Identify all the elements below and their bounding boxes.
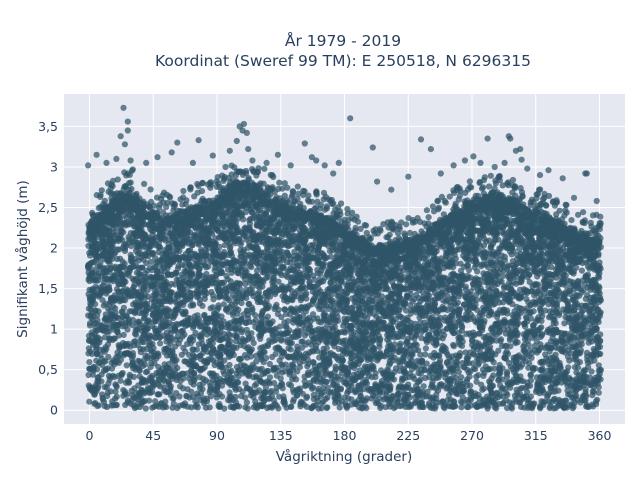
- data-point: [123, 391, 130, 398]
- data-point: [323, 368, 330, 375]
- data-point: [163, 347, 170, 354]
- data-point: [423, 360, 430, 367]
- data-point: [458, 374, 465, 381]
- data-point: [123, 379, 130, 386]
- data-point: [230, 404, 237, 411]
- data-point: [504, 391, 511, 398]
- data-point: [243, 399, 250, 406]
- data-point: [126, 308, 133, 315]
- data-point: [206, 404, 213, 411]
- data-point: [240, 216, 247, 223]
- data-point: [103, 329, 111, 336]
- data-point: [241, 394, 249, 401]
- data-point: [567, 262, 574, 269]
- data-point: [296, 364, 303, 371]
- data-point: [534, 273, 541, 280]
- data-point: [320, 384, 327, 391]
- data-point: [275, 278, 282, 285]
- data-point: [528, 354, 535, 361]
- data-point: [473, 378, 480, 385]
- data-point: [450, 370, 457, 377]
- data-point: [503, 348, 510, 355]
- data-point: [479, 311, 486, 319]
- data-point: [441, 405, 448, 412]
- data-points: [85, 104, 605, 412]
- data-point: [112, 305, 119, 312]
- data-point: [500, 267, 507, 274]
- data-point: [260, 359, 267, 366]
- data-point: [150, 345, 157, 352]
- data-point: [85, 371, 92, 379]
- data-point: [113, 383, 120, 390]
- data-point: [422, 345, 429, 352]
- data-point: [527, 372, 534, 379]
- data-point: [155, 403, 162, 410]
- data-point: [249, 306, 256, 313]
- data-point: [279, 369, 286, 376]
- data-point: [418, 357, 426, 364]
- chart-title-line-2: Koordinat (Sweref 99 TM): E 250518, N 62…: [155, 52, 531, 70]
- data-point: [422, 351, 429, 358]
- data-point: [112, 395, 119, 402]
- data-point: [113, 286, 120, 293]
- data-point: [293, 376, 300, 383]
- data-point: [224, 295, 231, 302]
- data-point: [201, 397, 208, 404]
- data-point: [327, 253, 334, 260]
- data-point: [196, 300, 203, 307]
- data-point: [86, 278, 93, 285]
- data-point: [190, 302, 197, 309]
- data-point: [139, 264, 146, 271]
- data-point: [498, 342, 506, 350]
- data-point: [86, 359, 93, 366]
- data-point: [427, 352, 434, 359]
- chart-title-line-1: År 1979 - 2019: [285, 31, 401, 50]
- data-point: [532, 280, 539, 287]
- data-point: [148, 274, 156, 281]
- data-point: [266, 374, 274, 381]
- data-point: [245, 300, 253, 307]
- data-point: [208, 288, 215, 296]
- data-point: [525, 342, 532, 349]
- data-point: [112, 388, 119, 395]
- data-point: [149, 404, 156, 411]
- data-point: [493, 313, 501, 321]
- data-point: [521, 404, 528, 411]
- data-point: [271, 380, 278, 387]
- data-point: [232, 399, 240, 406]
- data-point: [116, 343, 123, 350]
- data-point: [207, 393, 215, 400]
- data-point: [288, 334, 295, 341]
- data-point: [478, 261, 486, 268]
- data-point: [157, 340, 164, 347]
- data-point: [223, 272, 230, 280]
